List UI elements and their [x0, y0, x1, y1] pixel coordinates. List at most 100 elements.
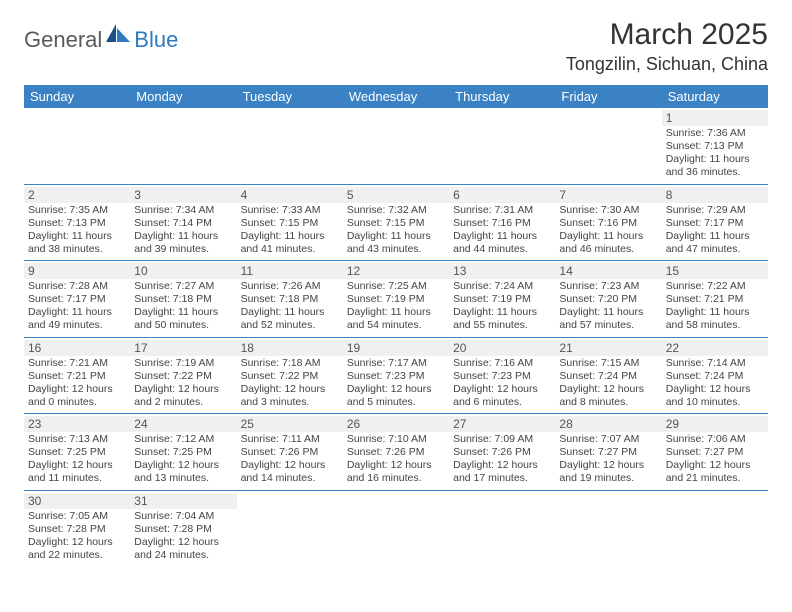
day-number: 3 — [130, 187, 236, 203]
sunrise-line: Sunrise: 7:26 AM — [241, 280, 339, 293]
calendar-cell: 29Sunrise: 7:06 AMSunset: 7:27 PMDayligh… — [662, 414, 768, 491]
day-info: Sunrise: 7:15 AMSunset: 7:24 PMDaylight:… — [559, 357, 657, 410]
sunrise-line: Sunrise: 7:22 AM — [666, 280, 764, 293]
calendar-cell: 22Sunrise: 7:14 AMSunset: 7:24 PMDayligh… — [662, 337, 768, 414]
day-info: Sunrise: 7:16 AMSunset: 7:23 PMDaylight:… — [453, 357, 551, 410]
day-info: Sunrise: 7:22 AMSunset: 7:21 PMDaylight:… — [666, 280, 764, 333]
calendar-row: 30Sunrise: 7:05 AMSunset: 7:28 PMDayligh… — [24, 490, 768, 566]
calendar-cell: 21Sunrise: 7:15 AMSunset: 7:24 PMDayligh… — [555, 337, 661, 414]
calendar-cell — [555, 108, 661, 184]
day-info: Sunrise: 7:17 AMSunset: 7:23 PMDaylight:… — [347, 357, 445, 410]
day-info: Sunrise: 7:07 AMSunset: 7:27 PMDaylight:… — [559, 433, 657, 486]
dow-sunday: Sunday — [24, 85, 130, 108]
calendar-cell: 5Sunrise: 7:32 AMSunset: 7:15 PMDaylight… — [343, 184, 449, 261]
day-number: 29 — [662, 416, 768, 432]
dow-monday: Monday — [130, 85, 236, 108]
sunset-line: Sunset: 7:26 PM — [241, 446, 339, 459]
sunrise-line: Sunrise: 7:29 AM — [666, 204, 764, 217]
sunrise-line: Sunrise: 7:27 AM — [134, 280, 232, 293]
dow-tuesday: Tuesday — [237, 85, 343, 108]
calendar-cell: 20Sunrise: 7:16 AMSunset: 7:23 PMDayligh… — [449, 337, 555, 414]
day-number: 30 — [24, 493, 130, 509]
daylight-line: Daylight: 11 hours and 50 minutes. — [134, 306, 232, 332]
calendar-cell: 11Sunrise: 7:26 AMSunset: 7:18 PMDayligh… — [237, 261, 343, 338]
calendar: Sunday Monday Tuesday Wednesday Thursday… — [24, 85, 768, 566]
sunrise-line: Sunrise: 7:12 AM — [134, 433, 232, 446]
day-info: Sunrise: 7:04 AMSunset: 7:28 PMDaylight:… — [134, 510, 232, 563]
sunset-line: Sunset: 7:21 PM — [666, 293, 764, 306]
day-number: 26 — [343, 416, 449, 432]
day-number: 2 — [24, 187, 130, 203]
dow-saturday: Saturday — [662, 85, 768, 108]
day-number: 28 — [555, 416, 661, 432]
sunset-line: Sunset: 7:13 PM — [28, 217, 126, 230]
calendar-row: 9Sunrise: 7:28 AMSunset: 7:17 PMDaylight… — [24, 261, 768, 338]
dow-row: Sunday Monday Tuesday Wednesday Thursday… — [24, 85, 768, 108]
daylight-line: Daylight: 12 hours and 13 minutes. — [134, 459, 232, 485]
calendar-cell — [343, 490, 449, 566]
sunrise-line: Sunrise: 7:15 AM — [559, 357, 657, 370]
day-number: 4 — [237, 187, 343, 203]
calendar-row: 1Sunrise: 7:36 AMSunset: 7:13 PMDaylight… — [24, 108, 768, 184]
sunset-line: Sunset: 7:18 PM — [241, 293, 339, 306]
sunrise-line: Sunrise: 7:18 AM — [241, 357, 339, 370]
sunrise-line: Sunrise: 7:09 AM — [453, 433, 551, 446]
sunset-line: Sunset: 7:26 PM — [347, 446, 445, 459]
day-number: 6 — [449, 187, 555, 203]
logo-text-blue: Blue — [134, 27, 178, 53]
day-number: 20 — [449, 340, 555, 356]
calendar-cell: 6Sunrise: 7:31 AMSunset: 7:16 PMDaylight… — [449, 184, 555, 261]
calendar-cell: 17Sunrise: 7:19 AMSunset: 7:22 PMDayligh… — [130, 337, 236, 414]
dow-thursday: Thursday — [449, 85, 555, 108]
month-title: March 2025 — [566, 18, 768, 52]
sunrise-line: Sunrise: 7:06 AM — [666, 433, 764, 446]
calendar-cell: 4Sunrise: 7:33 AMSunset: 7:15 PMDaylight… — [237, 184, 343, 261]
day-info: Sunrise: 7:21 AMSunset: 7:21 PMDaylight:… — [28, 357, 126, 410]
calendar-cell: 9Sunrise: 7:28 AMSunset: 7:17 PMDaylight… — [24, 261, 130, 338]
sunset-line: Sunset: 7:24 PM — [559, 370, 657, 383]
title-block: March 2025 Tongzilin, Sichuan, China — [566, 18, 768, 75]
daylight-line: Daylight: 11 hours and 57 minutes. — [559, 306, 657, 332]
sunrise-line: Sunrise: 7:36 AM — [666, 127, 764, 140]
daylight-line: Daylight: 11 hours and 36 minutes. — [666, 153, 764, 179]
day-number: 25 — [237, 416, 343, 432]
calendar-cell — [662, 490, 768, 566]
sunset-line: Sunset: 7:20 PM — [559, 293, 657, 306]
sunset-line: Sunset: 7:28 PM — [134, 523, 232, 536]
sunset-line: Sunset: 7:22 PM — [134, 370, 232, 383]
day-info: Sunrise: 7:10 AMSunset: 7:26 PMDaylight:… — [347, 433, 445, 486]
calendar-cell: 8Sunrise: 7:29 AMSunset: 7:17 PMDaylight… — [662, 184, 768, 261]
sunrise-line: Sunrise: 7:17 AM — [347, 357, 445, 370]
dow-wednesday: Wednesday — [343, 85, 449, 108]
day-number: 17 — [130, 340, 236, 356]
day-info: Sunrise: 7:33 AMSunset: 7:15 PMDaylight:… — [241, 204, 339, 257]
daylight-line: Daylight: 12 hours and 11 minutes. — [28, 459, 126, 485]
sunset-line: Sunset: 7:22 PM — [241, 370, 339, 383]
sunset-line: Sunset: 7:15 PM — [347, 217, 445, 230]
day-number: 12 — [343, 263, 449, 279]
day-info: Sunrise: 7:35 AMSunset: 7:13 PMDaylight:… — [28, 204, 126, 257]
daylight-line: Daylight: 12 hours and 19 minutes. — [559, 459, 657, 485]
sunrise-line: Sunrise: 7:10 AM — [347, 433, 445, 446]
sunrise-line: Sunrise: 7:28 AM — [28, 280, 126, 293]
daylight-line: Daylight: 11 hours and 38 minutes. — [28, 230, 126, 256]
sunset-line: Sunset: 7:25 PM — [134, 446, 232, 459]
sunrise-line: Sunrise: 7:32 AM — [347, 204, 445, 217]
sunset-line: Sunset: 7:27 PM — [559, 446, 657, 459]
calendar-cell: 18Sunrise: 7:18 AMSunset: 7:22 PMDayligh… — [237, 337, 343, 414]
day-number: 8 — [662, 187, 768, 203]
day-number: 18 — [237, 340, 343, 356]
day-number: 19 — [343, 340, 449, 356]
sunrise-line: Sunrise: 7:34 AM — [134, 204, 232, 217]
calendar-row: 16Sunrise: 7:21 AMSunset: 7:21 PMDayligh… — [24, 337, 768, 414]
logo-text-general: General — [24, 27, 102, 53]
day-number: 23 — [24, 416, 130, 432]
calendar-cell — [449, 108, 555, 184]
day-number: 9 — [24, 263, 130, 279]
daylight-line: Daylight: 11 hours and 47 minutes. — [666, 230, 764, 256]
sunset-line: Sunset: 7:14 PM — [134, 217, 232, 230]
calendar-cell — [237, 490, 343, 566]
sunrise-line: Sunrise: 7:05 AM — [28, 510, 126, 523]
calendar-cell — [555, 490, 661, 566]
daylight-line: Daylight: 11 hours and 54 minutes. — [347, 306, 445, 332]
